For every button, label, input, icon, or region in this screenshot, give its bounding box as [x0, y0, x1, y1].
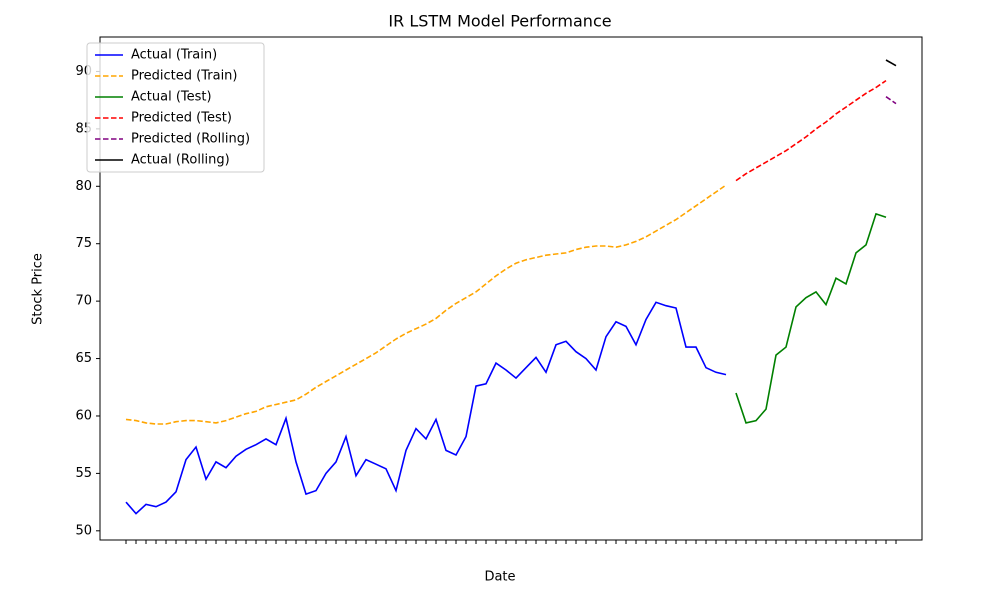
- y-tick-label: 50: [75, 523, 92, 538]
- series-line: [885, 59, 897, 67]
- y-tick-label: 75: [75, 236, 92, 251]
- series-line: [125, 184, 727, 425]
- legend-label: Predicted (Train): [131, 69, 238, 84]
- chart-title: IR LSTM Model Performance: [388, 12, 611, 31]
- legend-label: Actual (Train): [131, 48, 217, 63]
- series-line: [735, 212, 887, 424]
- series-line: [885, 96, 897, 105]
- y-tick-label: 65: [75, 351, 92, 366]
- legend-label: Predicted (Test): [131, 111, 232, 126]
- y-tick-label: 80: [75, 179, 92, 194]
- y-tick-label: 55: [75, 466, 92, 481]
- legend-box: [86, 42, 265, 173]
- series-line: [735, 79, 887, 182]
- legend: Actual (Train) Predicted (Train) Actual (T…: [86, 42, 265, 173]
- y-tick-label: 70: [75, 294, 92, 309]
- series-line: [125, 301, 727, 515]
- y-axis-label: Stock Price: [31, 253, 46, 325]
- plot-frame: [99, 36, 923, 541]
- x-axis-label: Date: [484, 570, 515, 585]
- legend-label: Actual (Rolling): [131, 153, 230, 168]
- legend-label: Actual (Test): [131, 90, 212, 105]
- legend-label: Predicted (Rolling): [131, 132, 250, 147]
- y-tick-label: 60: [75, 408, 92, 423]
